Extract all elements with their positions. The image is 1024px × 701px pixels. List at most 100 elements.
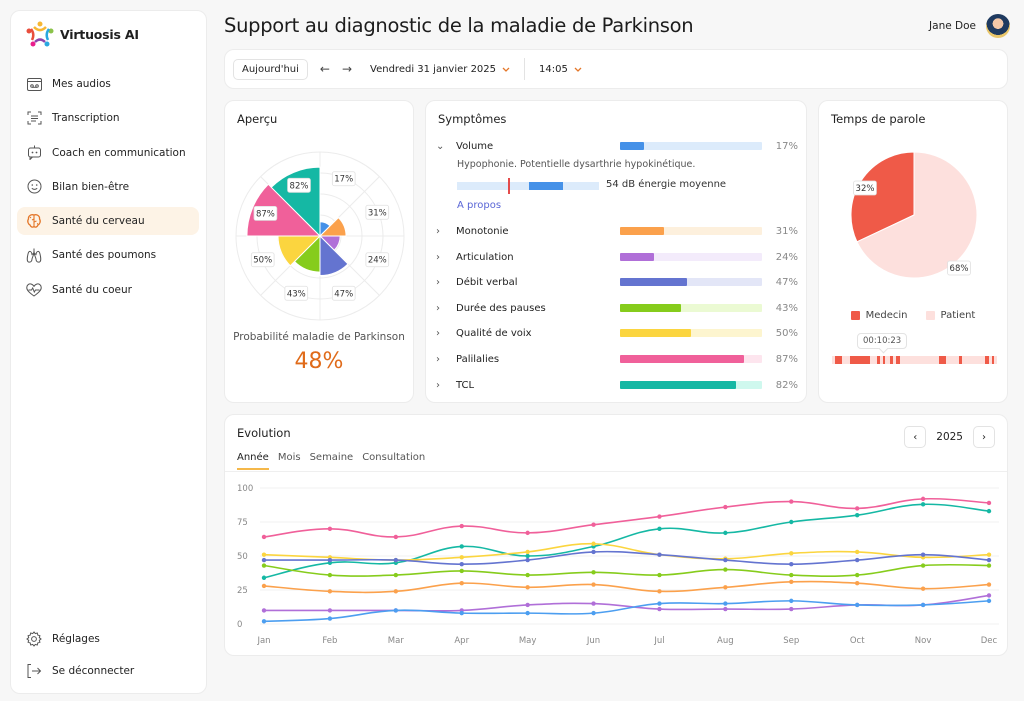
data-point-tcl[interactable]	[459, 544, 464, 549]
data-point-debit-verbal[interactable]	[920, 552, 926, 557]
sidebar-item-sante-coeur[interactable]: Santé du coeur	[17, 276, 199, 304]
symptom-label[interactable]: Articulation	[456, 251, 514, 263]
symptom-row[interactable]: ⌄ Volume 17%	[436, 138, 798, 154]
data-point-debit-verbal[interactable]	[327, 557, 333, 563]
chevron-right-icon[interactable]: ›	[436, 225, 440, 237]
data-point-articulation[interactable]	[789, 606, 794, 612]
data-point-volume[interactable]	[854, 602, 860, 608]
data-point-tcl[interactable]	[986, 508, 992, 514]
data-point-palilalies[interactable]	[723, 504, 728, 510]
line-series-palilalies[interactable]	[263, 497, 990, 538]
data-point-articulation[interactable]	[261, 608, 267, 613]
data-point-duree-des-pauses[interactable]	[723, 567, 728, 572]
data-point-duree-des-pauses[interactable]	[591, 570, 596, 575]
data-point-volume[interactable]	[261, 619, 267, 624]
data-point-qualite-de-voix[interactable]	[854, 549, 860, 555]
data-point-volume[interactable]	[327, 616, 333, 621]
data-point-debit-verbal[interactable]	[591, 549, 596, 555]
data-point-volume[interactable]	[920, 602, 926, 608]
data-point-duree-des-pauses[interactable]	[854, 572, 860, 578]
data-point-monotonie[interactable]	[393, 589, 399, 594]
data-point-monotonie[interactable]	[657, 589, 662, 594]
data-point-volume[interactable]	[459, 610, 464, 616]
sidebar-item-transcription[interactable]: Transcription	[17, 104, 199, 132]
data-point-debit-verbal[interactable]	[789, 561, 794, 567]
symptom-label[interactable]: Monotonie	[456, 225, 509, 237]
legend-patient[interactable]: Patient	[925, 310, 975, 321]
chevron-down-icon[interactable]: ⌄	[436, 140, 445, 152]
data-point-duree-des-pauses[interactable]	[393, 572, 399, 578]
rose-slice-palilalies[interactable]	[246, 183, 322, 237]
data-point-duree-des-pauses[interactable]	[261, 563, 267, 568]
symptom-row[interactable]: › TCL 82%	[436, 377, 798, 393]
data-point-palilalies[interactable]	[393, 534, 399, 540]
today-button[interactable]: Aujourd'hui	[233, 58, 308, 80]
data-point-debit-verbal[interactable]	[261, 557, 267, 563]
time-selector[interactable]: 14:05	[539, 64, 582, 75]
data-point-volume[interactable]	[393, 608, 399, 613]
prev-arrow-icon[interactable]: ←	[319, 62, 330, 76]
rose-slice-d-bit-verbal[interactable]	[319, 234, 349, 276]
data-point-volume[interactable]	[591, 610, 596, 616]
data-point-palilalies[interactable]	[920, 496, 926, 502]
data-point-duree-des-pauses[interactable]	[657, 572, 662, 578]
data-point-monotonie[interactable]	[525, 585, 530, 590]
data-point-tcl[interactable]	[854, 513, 860, 518]
data-point-monotonie[interactable]	[986, 582, 992, 587]
data-point-qualite-de-voix[interactable]	[525, 549, 530, 555]
data-point-volume[interactable]	[525, 610, 530, 616]
data-point-duree-des-pauses[interactable]	[986, 563, 992, 568]
data-point-monotonie[interactable]	[920, 586, 926, 591]
data-point-qualite-de-voix[interactable]	[591, 541, 596, 546]
symptom-label[interactable]: Durée des pauses	[456, 302, 546, 314]
line-series-debit-verbal[interactable]	[264, 550, 990, 565]
data-point-articulation[interactable]	[657, 606, 662, 612]
tab-consultation[interactable]: Consultation	[362, 452, 426, 463]
data-point-debit-verbal[interactable]	[986, 557, 992, 563]
data-point-debit-verbal[interactable]	[525, 557, 530, 563]
data-point-debit-verbal[interactable]	[657, 552, 662, 557]
line-series-volume[interactable]	[263, 600, 990, 623]
data-point-debit-verbal[interactable]	[459, 561, 464, 567]
about-link[interactable]: A propos	[457, 200, 502, 211]
speaker-timeline[interactable]	[832, 356, 997, 364]
data-point-palilalies[interactable]	[789, 499, 794, 504]
data-point-monotonie[interactable]	[261, 583, 267, 589]
sidebar-item-coach[interactable]: Coach en communication	[17, 139, 199, 167]
data-point-volume[interactable]	[789, 598, 794, 604]
avatar[interactable]	[986, 14, 1010, 38]
data-point-palilalies[interactable]	[591, 522, 596, 527]
symptom-label[interactable]: Palilalies	[456, 353, 500, 365]
data-point-tcl[interactable]	[261, 575, 267, 580]
data-point-tcl[interactable]	[657, 526, 662, 531]
data-point-articulation[interactable]	[723, 606, 728, 612]
symptom-label[interactable]: Qualité de voix	[456, 327, 532, 339]
data-point-qualite-de-voix[interactable]	[459, 555, 464, 560]
data-point-debit-verbal[interactable]	[393, 557, 399, 563]
chevron-right-icon[interactable]: ›	[436, 353, 440, 365]
data-point-volume[interactable]	[657, 601, 662, 606]
data-point-monotonie[interactable]	[789, 579, 794, 585]
data-point-duree-des-pauses[interactable]	[525, 572, 530, 578]
sidebar-item-sante-poumons[interactable]: Santé des poumons	[17, 241, 199, 269]
data-point-duree-des-pauses[interactable]	[920, 563, 926, 568]
data-point-monotonie[interactable]	[854, 581, 860, 586]
date-selector[interactable]: Vendredi 31 janvier 2025	[370, 64, 510, 75]
data-point-monotonie[interactable]	[591, 582, 596, 587]
tab-annee[interactable]: Année	[237, 452, 269, 470]
data-point-tcl[interactable]	[723, 530, 728, 536]
data-point-articulation[interactable]	[591, 601, 596, 606]
data-point-duree-des-pauses[interactable]	[459, 568, 464, 574]
data-point-palilalies[interactable]	[261, 534, 267, 540]
symptom-row[interactable]: › Palilalies 87%	[436, 351, 798, 367]
data-point-qualite-de-voix[interactable]	[261, 552, 267, 557]
data-point-volume[interactable]	[986, 598, 992, 604]
chevron-right-icon[interactable]: ›	[436, 302, 440, 314]
data-point-monotonie[interactable]	[327, 589, 333, 594]
pie-slice-patient[interactable]	[856, 151, 978, 279]
data-point-articulation[interactable]	[525, 602, 530, 608]
data-point-tcl[interactable]	[789, 519, 794, 525]
symptom-label[interactable]: TCL	[456, 379, 475, 391]
data-point-debit-verbal[interactable]	[854, 557, 860, 563]
rose-slice-monotonie[interactable]	[318, 216, 347, 237]
